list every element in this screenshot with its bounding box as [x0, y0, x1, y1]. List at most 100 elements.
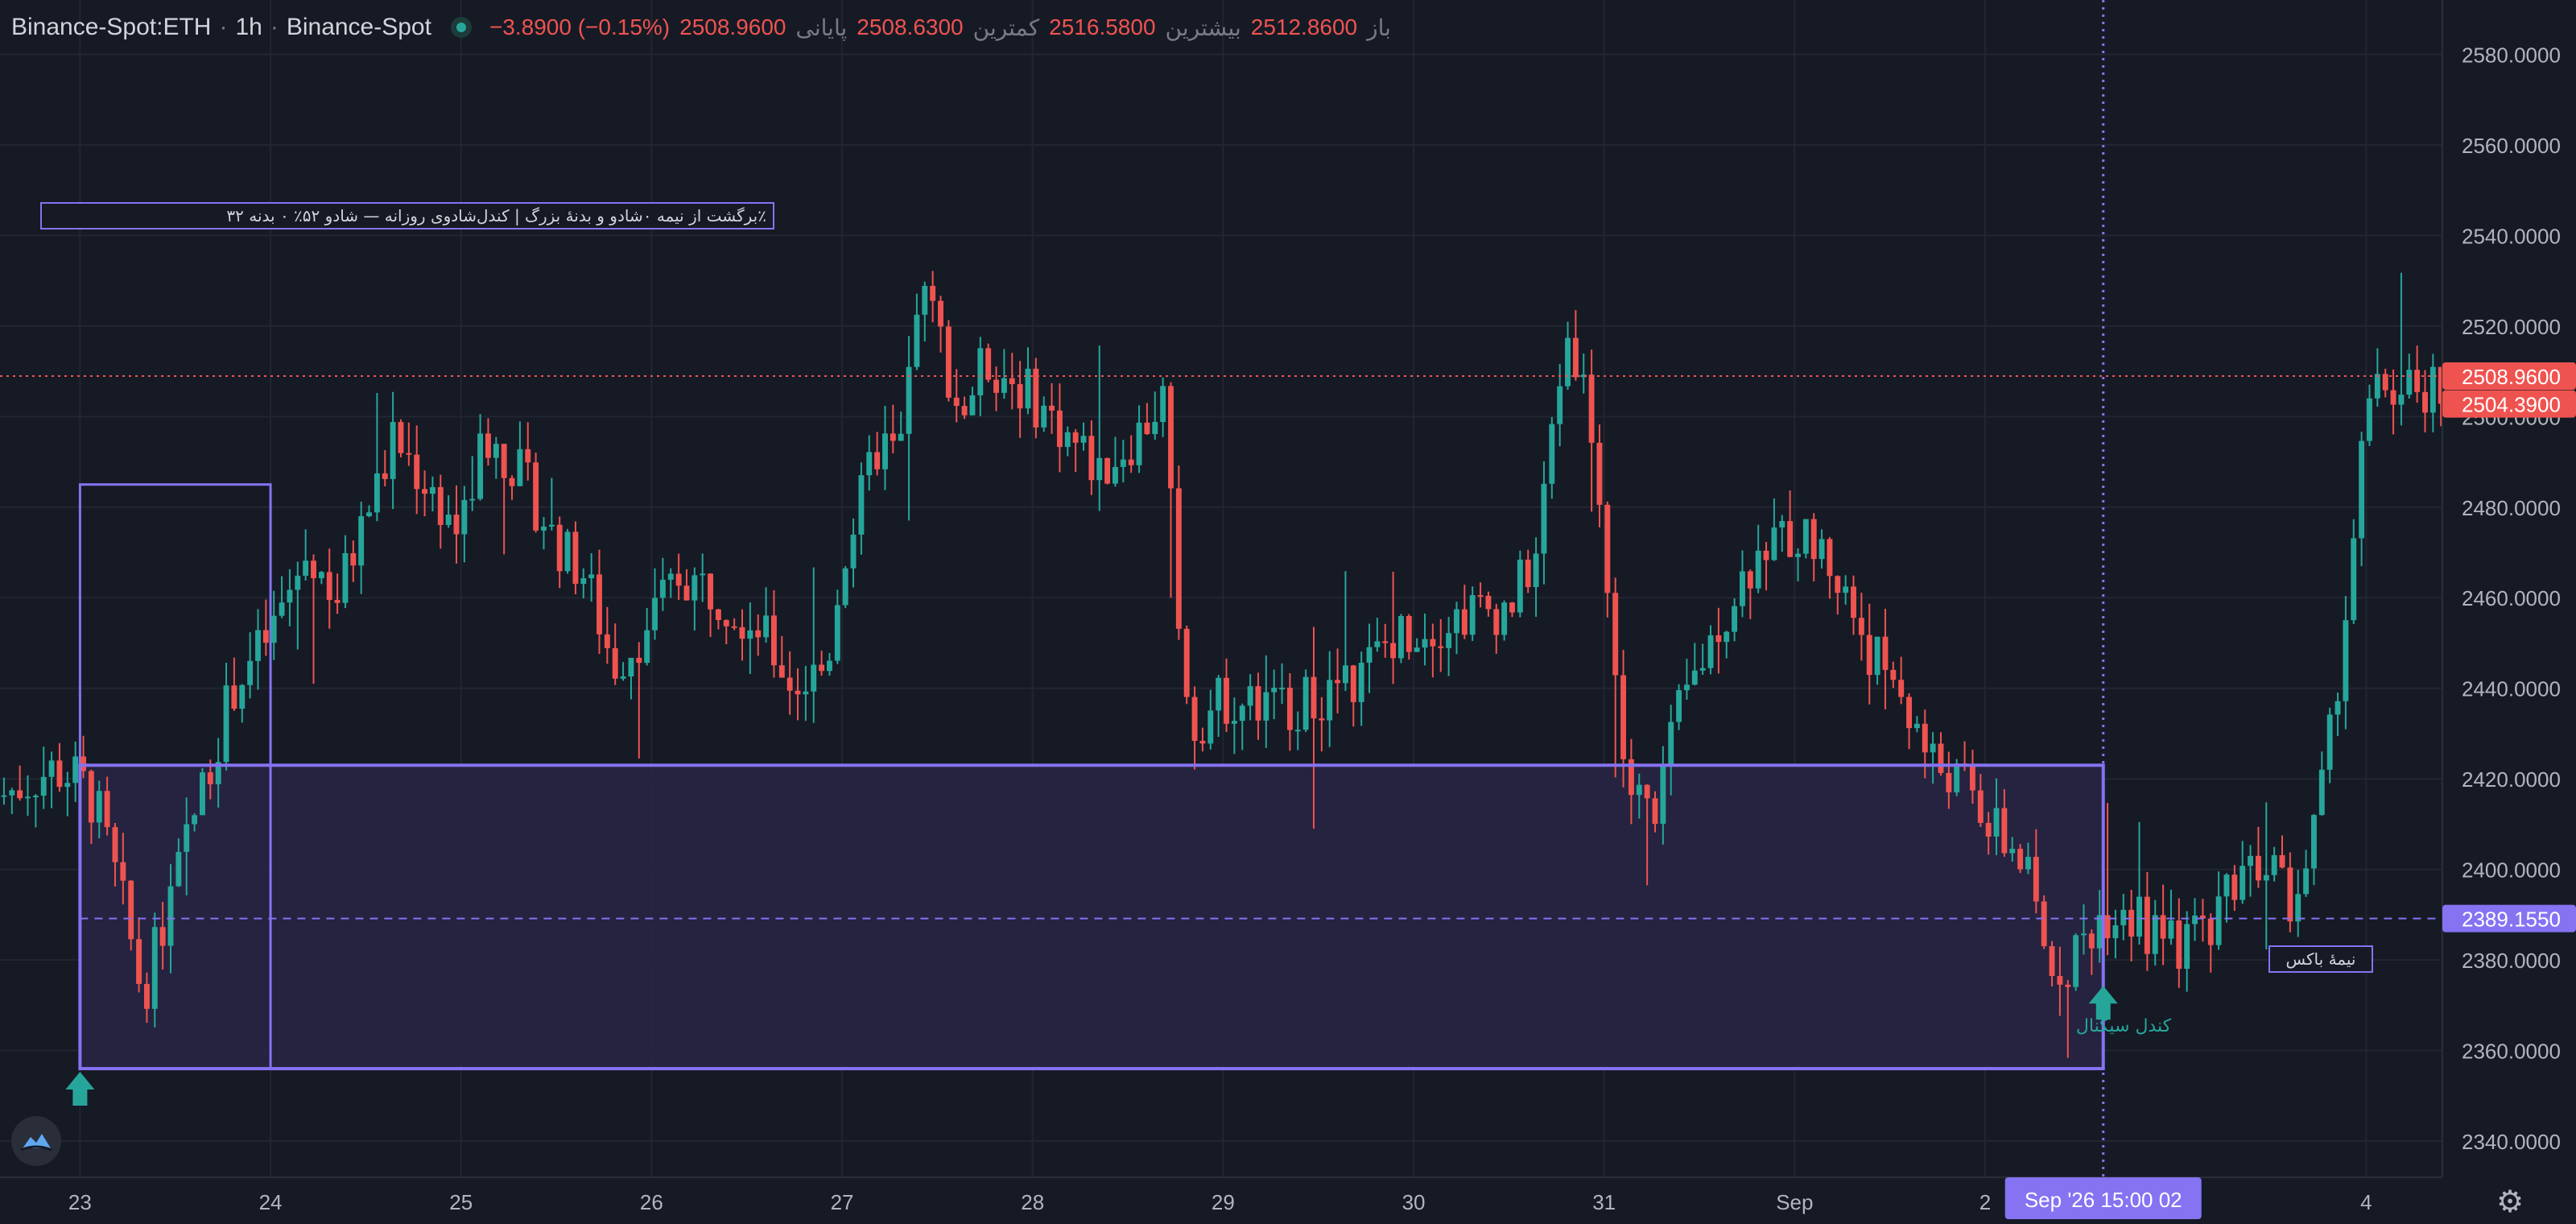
price-axis[interactable]: 2340.0000 2360.0000 2380.0000 2400.0000 2420… — [2442, 0, 2576, 1177]
candle-body[interactable] — [700, 573, 706, 576]
candle-body[interactable] — [1033, 368, 1039, 428]
candle-body[interactable] — [636, 657, 642, 664]
candle-body[interactable] — [1294, 730, 1301, 732]
candle-body[interactable] — [485, 433, 491, 458]
candle-body[interactable] — [914, 314, 920, 367]
candle-body[interactable] — [207, 772, 213, 784]
candle-body[interactable] — [1913, 723, 1920, 729]
candle-body[interactable] — [778, 665, 785, 678]
candle-body[interactable] — [715, 609, 721, 621]
candle-body[interactable] — [597, 574, 602, 635]
candle-body[interactable] — [382, 473, 388, 479]
candle-body[interactable] — [2279, 854, 2285, 868]
candle-body[interactable] — [874, 452, 881, 469]
gear-icon[interactable]: ⚙ — [2496, 1184, 2524, 1219]
candle-body[interactable] — [1319, 718, 1325, 721]
candle-body[interactable] — [334, 599, 341, 603]
candle-body[interactable] — [811, 664, 817, 692]
chart-logo-icon[interactable] — [11, 1116, 61, 1166]
candle-body[interactable] — [32, 796, 39, 798]
candle-body[interactable] — [898, 433, 904, 441]
candle-body[interactable] — [1239, 705, 1245, 722]
candle-body[interactable] — [866, 452, 873, 476]
candle-body[interactable] — [2414, 370, 2421, 392]
candle-body[interactable] — [231, 685, 237, 709]
candle-body[interactable] — [1358, 662, 1364, 702]
candle-body[interactable] — [2359, 440, 2365, 539]
candle-body[interactable] — [2096, 915, 2103, 949]
candle-body[interactable] — [1199, 741, 1206, 744]
candle-body[interactable] — [40, 776, 47, 796]
candle-body[interactable] — [1724, 631, 1730, 643]
candle-body[interactable] — [588, 574, 595, 579]
candle-body[interactable] — [675, 573, 682, 586]
candle-body[interactable] — [683, 585, 690, 601]
candle-body[interactable] — [88, 771, 94, 823]
candle-body[interactable] — [1810, 519, 1817, 560]
candle-body[interactable] — [326, 572, 332, 600]
candle-body[interactable] — [96, 791, 102, 823]
candle-body[interactable] — [834, 605, 840, 661]
candle-body[interactable] — [731, 626, 737, 628]
candle-body[interactable] — [2343, 620, 2349, 701]
candle-body[interactable] — [2231, 875, 2238, 900]
candle-body[interactable] — [1366, 647, 1373, 663]
candle-body[interactable] — [1818, 539, 1825, 560]
candle-body[interactable] — [1382, 641, 1389, 643]
candle-body[interactable] — [366, 512, 372, 517]
candle-body[interactable] — [406, 453, 412, 455]
candle-body[interactable] — [1072, 432, 1079, 443]
candle-body[interactable] — [985, 348, 992, 380]
candle-body[interactable] — [1835, 576, 1841, 593]
candle-body[interactable] — [1049, 405, 1055, 411]
candle-body[interactable] — [723, 620, 729, 626]
candle-body[interactable] — [612, 647, 618, 679]
candle-body[interactable] — [2438, 366, 2444, 404]
candle-body[interactable] — [770, 615, 777, 666]
candle-body[interactable] — [2398, 395, 2405, 405]
candle-body[interactable] — [374, 473, 380, 513]
candle-body[interactable] — [17, 790, 23, 799]
candle-body[interactable] — [25, 796, 31, 799]
candle-body[interactable] — [1286, 688, 1293, 730]
candle-body[interactable] — [1763, 550, 1769, 560]
candle-body[interactable] — [604, 634, 610, 648]
candle-body[interactable] — [747, 630, 753, 639]
candle-body[interactable] — [890, 433, 896, 441]
candle-body[interactable] — [1930, 743, 1936, 753]
candle-body[interactable] — [1255, 686, 1261, 721]
candle-body[interactable] — [525, 449, 531, 463]
candle-body[interactable] — [1683, 684, 1690, 691]
candle-body[interactable] — [969, 395, 976, 416]
candle-body[interactable] — [1779, 521, 1785, 527]
candle-body[interactable] — [1096, 457, 1103, 481]
candle-body[interactable] — [1715, 635, 1722, 643]
candle-body[interactable] — [9, 790, 15, 796]
candle-body[interactable] — [2295, 894, 2301, 922]
candle-body[interactable] — [1874, 636, 1880, 676]
candle-body[interactable] — [2248, 855, 2254, 866]
candle-body[interactable] — [1771, 527, 1777, 560]
candle-body[interactable] — [827, 660, 832, 672]
candle-body[interactable] — [1898, 680, 1905, 697]
candle-body[interactable] — [1985, 822, 1992, 837]
candle-body[interactable] — [1446, 633, 1452, 648]
candle-body[interactable] — [1572, 337, 1579, 378]
candle-body[interactable] — [1557, 386, 1563, 424]
candle-body[interactable] — [2041, 901, 2047, 947]
candle-body[interactable] — [1414, 647, 1420, 652]
candle-body[interactable] — [2049, 946, 2055, 977]
candle-body[interactable] — [564, 531, 571, 572]
candle-body[interactable] — [1397, 616, 1404, 659]
candle-body[interactable] — [2081, 933, 2087, 936]
candle-body[interactable] — [1827, 539, 1833, 577]
candle-body[interactable] — [2017, 849, 2024, 870]
candle-body[interactable] — [2088, 933, 2095, 949]
candle-body[interactable] — [1327, 680, 1333, 721]
candle-body[interactable] — [922, 286, 928, 315]
candle-body[interactable] — [1263, 692, 1269, 721]
candle-body[interactable] — [1509, 602, 1515, 613]
candle-body[interactable] — [2255, 855, 2261, 881]
candle-body[interactable] — [1, 795, 7, 797]
